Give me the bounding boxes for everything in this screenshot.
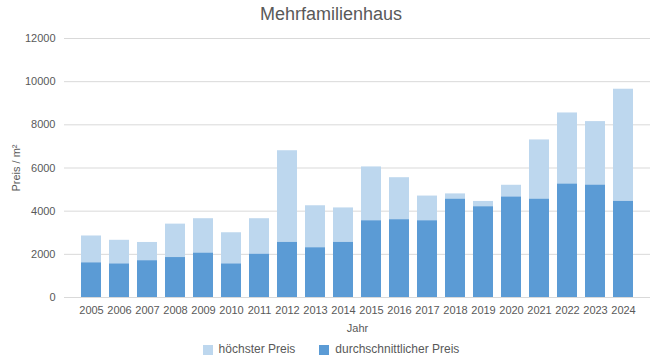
- svg-text:2012: 2012: [275, 304, 299, 316]
- html-text:höchster Preis: höchster Preis: [218, 342, 296, 356]
- svg-text:2016: 2016: [387, 304, 411, 316]
- svg-text:2010: 2010: [219, 304, 243, 316]
- svg-text:6000: 6000: [31, 162, 55, 174]
- svg-text:2024: 2024: [611, 304, 635, 316]
- svg-text:2023: 2023: [583, 304, 607, 316]
- svg-text:Jahr: Jahr: [347, 322, 369, 334]
- svg-text:0: 0: [49, 291, 55, 303]
- svg-text:2017: 2017: [415, 304, 439, 316]
- svg-text:4000: 4000: [31, 205, 55, 217]
- svg-text:2008: 2008: [163, 304, 187, 316]
- svg-text:2000: 2000: [31, 248, 55, 260]
- svg-text:2007: 2007: [135, 304, 159, 316]
- html-text:durchschnittlicher Preis: durchschnittlicher Preis: [335, 342, 460, 356]
- svg-text:12000: 12000: [25, 32, 56, 44]
- svg-text:2011: 2011: [248, 304, 272, 316]
- svg-text:2022: 2022: [555, 304, 579, 316]
- html-text:Mehrfamilienhaus: Mehrfamilienhaus: [260, 4, 402, 24]
- svg-text:2019: 2019: [471, 304, 495, 316]
- svg-text:2009: 2009: [191, 304, 215, 316]
- svg-text:10000: 10000: [25, 75, 56, 87]
- svg-text:2015: 2015: [359, 304, 383, 316]
- svg-text:2013: 2013: [303, 304, 327, 316]
- svg-text:2014: 2014: [331, 304, 355, 316]
- svg-text:2006: 2006: [107, 304, 131, 316]
- svg-text:2021: 2021: [527, 304, 551, 316]
- svg-text:2005: 2005: [79, 304, 103, 316]
- svg-text:2020: 2020: [499, 304, 523, 316]
- svg-text:8000: 8000: [31, 118, 55, 130]
- svg-text:Preis / m²: Preis / m²: [10, 144, 22, 191]
- svg-text:2018: 2018: [443, 304, 467, 316]
